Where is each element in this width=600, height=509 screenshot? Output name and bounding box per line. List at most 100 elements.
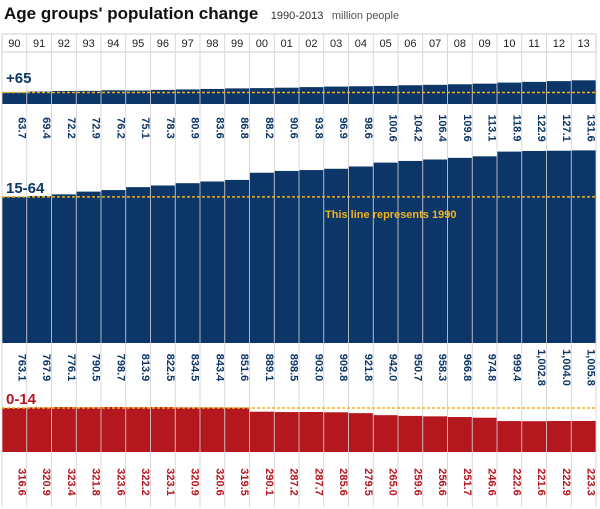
data-label: 90.6 xyxy=(288,117,300,138)
bar-age-0-14 xyxy=(324,412,349,452)
bar-age-65-plus xyxy=(299,87,324,104)
year-label: 91 xyxy=(33,38,45,50)
data-label: 222.9 xyxy=(560,468,572,496)
bar-age-0-14 xyxy=(150,407,175,452)
data-label: 843.4 xyxy=(213,354,225,382)
data-label: 889.1 xyxy=(263,354,275,382)
years-range: 1990-2013 xyxy=(270,10,324,22)
data-label: 86.8 xyxy=(238,117,250,138)
year-label: 94 xyxy=(107,38,119,50)
bar-age-15-64 xyxy=(150,185,175,343)
year-label: 99 xyxy=(231,38,243,50)
bar-age-15-64 xyxy=(249,172,274,343)
bar-age-0-14 xyxy=(497,421,522,452)
data-label: 798.7 xyxy=(114,354,126,382)
data-label: 222.6 xyxy=(510,468,522,496)
data-label: 323.6 xyxy=(114,468,126,496)
data-label: 96.9 xyxy=(337,117,349,138)
data-label: 131.6 xyxy=(585,114,597,142)
data-label: 80.9 xyxy=(189,117,201,138)
unit-label: million people xyxy=(331,10,400,22)
bar-age-65-plus xyxy=(324,86,349,104)
series-label: +65 xyxy=(6,70,31,87)
data-label: 63.7 xyxy=(15,117,27,138)
year-label: 02 xyxy=(305,38,317,50)
bar-age-65-plus xyxy=(249,88,274,104)
bar-age-65-plus xyxy=(447,84,472,104)
bar-age-15-64 xyxy=(101,190,126,343)
bar-age-15-64 xyxy=(546,150,571,343)
data-label: 118.9 xyxy=(510,115,522,142)
data-label: 763.1 xyxy=(15,354,27,382)
bar-age-65-plus xyxy=(348,86,373,104)
year-label: 90 xyxy=(8,38,20,50)
bar-age-65-plus xyxy=(225,88,250,104)
data-label: 287.2 xyxy=(288,468,300,496)
data-label: 322.2 xyxy=(139,468,151,496)
bar-age-0-14 xyxy=(447,417,472,452)
bar-age-15-64 xyxy=(447,157,472,343)
data-label: 898.5 xyxy=(288,354,300,382)
bar-age-15-64 xyxy=(571,150,596,343)
bar-age-15-64 xyxy=(373,162,398,343)
bar-age-0-14 xyxy=(522,421,547,452)
bar-age-15-64 xyxy=(324,168,349,343)
data-label: 834.5 xyxy=(189,354,201,382)
year-label: 00 xyxy=(256,38,268,50)
data-label: 909.8 xyxy=(337,354,349,382)
data-label: 75.1 xyxy=(139,117,151,138)
data-label: 98.6 xyxy=(362,117,374,138)
data-label: 958.3 xyxy=(436,354,448,382)
data-label: 942.0 xyxy=(387,354,399,382)
data-label: 279.5 xyxy=(362,468,374,496)
data-label: 1,005.8 xyxy=(585,349,597,386)
bar-age-0-14 xyxy=(27,407,52,452)
year-label: 04 xyxy=(355,38,367,50)
year-label: 96 xyxy=(157,38,169,50)
bar-age-0-14 xyxy=(101,407,126,452)
bar-age-65-plus xyxy=(398,85,423,104)
data-label: 69.4 xyxy=(40,117,52,139)
bar-age-0-14 xyxy=(249,411,274,452)
bar-age-0-14 xyxy=(472,417,497,452)
year-label: 10 xyxy=(503,38,515,50)
bar-age-15-64 xyxy=(27,195,52,343)
data-label: 109.6 xyxy=(461,114,473,142)
bar-age-0-14 xyxy=(398,415,423,452)
bar-age-15-64 xyxy=(497,151,522,343)
year-label: 13 xyxy=(578,38,590,50)
data-label: 72.2 xyxy=(65,117,77,138)
bar-age-15-64 xyxy=(2,196,27,343)
chart-header: Age groups' population change 1990-2013 … xyxy=(4,4,399,26)
bar-age-15-64 xyxy=(299,170,324,343)
bar-age-15-64 xyxy=(274,170,299,343)
annotation-1990-line: This line represents 1990 xyxy=(325,209,456,221)
data-label: 790.5 xyxy=(90,354,102,382)
data-label: 974.8 xyxy=(486,354,498,382)
bar-age-0-14 xyxy=(348,413,373,452)
year-label: 11 xyxy=(528,38,539,50)
bar-age-65-plus xyxy=(200,88,225,104)
bar-age-0-14 xyxy=(126,407,151,452)
bar-age-15-64 xyxy=(175,183,200,343)
bar-age-0-14 xyxy=(51,407,76,452)
data-label: 1,004.0 xyxy=(560,349,572,386)
bar-age-65-plus xyxy=(497,82,522,104)
bar-age-15-64 xyxy=(225,179,250,343)
year-label: 05 xyxy=(380,38,392,50)
bar-age-0-14 xyxy=(225,407,250,452)
data-label: 287.7 xyxy=(312,468,324,496)
data-label: 113.1 xyxy=(486,115,498,142)
data-label: 776.1 xyxy=(65,354,77,382)
year-label: 97 xyxy=(182,38,194,50)
data-label: 999.4 xyxy=(510,354,522,382)
bar-age-0-14 xyxy=(200,407,225,452)
bar-age-65-plus xyxy=(373,85,398,104)
bar-age-15-64 xyxy=(472,156,497,343)
bar-age-15-64 xyxy=(398,160,423,343)
year-label: 12 xyxy=(553,38,565,50)
bar-age-15-64 xyxy=(76,191,101,343)
bar-age-65-plus xyxy=(51,91,76,104)
data-label: 285.6 xyxy=(337,468,349,496)
